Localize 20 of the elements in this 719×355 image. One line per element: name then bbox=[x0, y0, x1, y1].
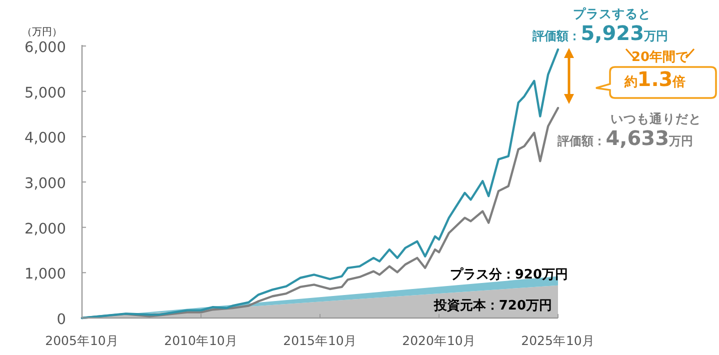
annotation: 投資元本：720万円 bbox=[432, 298, 552, 314]
y-tick-label: 4,000 bbox=[24, 130, 66, 147]
y-tick-label: 3,000 bbox=[24, 176, 66, 192]
y-tick-label: 1,000 bbox=[24, 266, 66, 283]
y-tick-label: 6,000 bbox=[24, 40, 66, 56]
annotation: プラス分：920万円 bbox=[450, 266, 568, 282]
x-tick-label: 2020年10月 bbox=[402, 333, 476, 348]
text: いつも通りだと bbox=[610, 111, 702, 126]
x-tick-label: 2010年10月 bbox=[164, 333, 238, 348]
text: プラスすると bbox=[573, 6, 651, 21]
annotation: 評価額：4,633万円 bbox=[556, 126, 693, 150]
y-tick-label: 5,000 bbox=[24, 85, 66, 102]
x-tick-label: 2015年10月 bbox=[283, 333, 357, 348]
text: 約1.3倍 bbox=[623, 67, 686, 91]
x-tick-label: 2005年10月 bbox=[45, 333, 119, 348]
y-tick-label: 2,000 bbox=[24, 221, 66, 238]
annotation: 評価額：5,923万円 bbox=[532, 20, 668, 45]
y-tick-label: 0 bbox=[56, 312, 66, 328]
y-axis-title: （万円） bbox=[22, 27, 62, 38]
x-tick-label: 2025年10月 bbox=[521, 333, 595, 348]
